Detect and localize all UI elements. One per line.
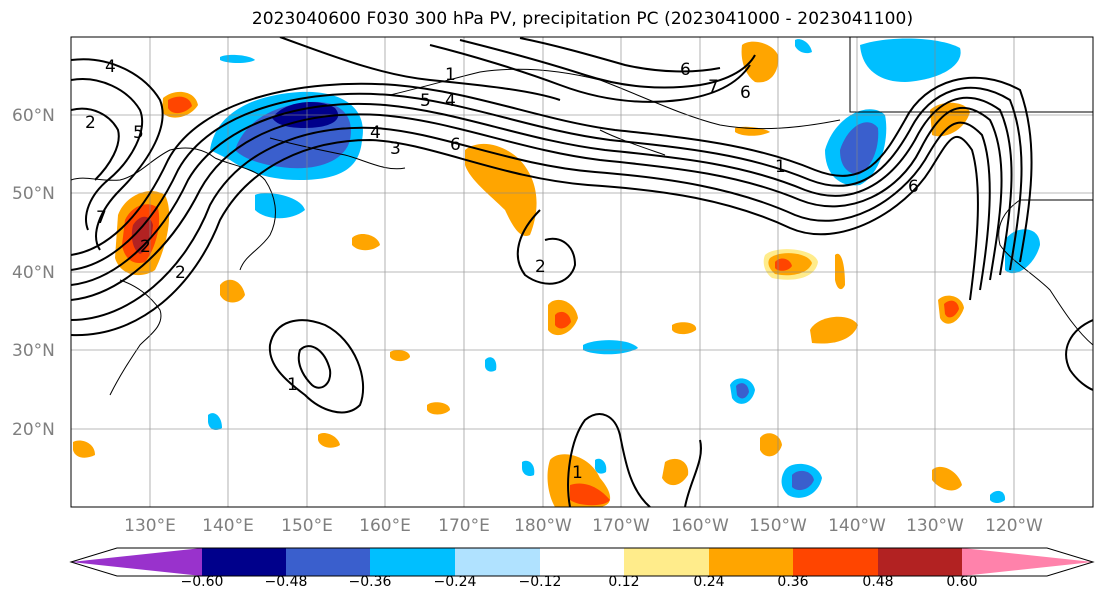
- lat-label: 60°N: [12, 106, 55, 126]
- contour-label: 6: [908, 177, 919, 197]
- colorbar-tick-label: −0.24: [434, 574, 477, 590]
- contour-label: 1: [775, 157, 786, 177]
- colorbar-segment: [709, 548, 793, 576]
- colorbar-segment: [793, 548, 878, 576]
- contour-label: 6: [450, 135, 461, 155]
- pv-contours: [71, 37, 1093, 507]
- colorbar-segment: [540, 548, 582, 576]
- lat-label: 20°N: [12, 420, 55, 440]
- lon-label: 150°W: [749, 516, 807, 536]
- lon-label: 170°E: [438, 516, 490, 536]
- lon-label: 160°W: [671, 516, 729, 536]
- contour-label: 1: [445, 65, 456, 85]
- contour-label: 1: [572, 463, 583, 483]
- contour-label: 4: [445, 91, 456, 111]
- colorbar-extend-max: [962, 548, 1093, 576]
- colorbar-segment: [370, 548, 455, 576]
- contour-label: 4: [370, 123, 381, 143]
- colorbar-tick-label: 0.12: [608, 574, 639, 590]
- map-title: 2023040600 F030 300 hPa PV, precipitatio…: [251, 9, 914, 29]
- contour-label: 5: [420, 91, 431, 111]
- colorbar-tick-label: −0.60: [181, 574, 224, 590]
- lat-label: 50°N: [12, 184, 55, 204]
- map-frame: [70, 36, 1094, 508]
- colorbar-tick-label: 0.36: [777, 574, 808, 590]
- contour-label: 3: [390, 139, 401, 159]
- lon-label: 170°W: [592, 516, 650, 536]
- lon-label: 140°E: [202, 516, 254, 536]
- colorbar-tick-label: −0.12: [519, 574, 562, 590]
- colorbar-tick-label: 0.48: [862, 574, 893, 590]
- colorbar-segment: [202, 548, 286, 576]
- colorbar-segment: [286, 548, 370, 576]
- lon-label: 140°W: [828, 516, 886, 536]
- contour-label: 5: [133, 123, 144, 143]
- contour-label: 6: [680, 60, 691, 80]
- colorbar-tick-label: 0.24: [693, 574, 724, 590]
- colorbar-segment: [455, 548, 540, 576]
- colorbar-tick-label: −0.48: [265, 574, 308, 590]
- contour-label: 6: [740, 83, 751, 103]
- contour-label: 2: [175, 263, 186, 283]
- colorbar-tick-label: 0.60: [946, 574, 977, 590]
- contour-label: 1: [287, 375, 298, 395]
- colorbar-ticks: −0.60 −0.48 −0.36 −0.24 −0.12 0.12 0.24 …: [181, 574, 978, 590]
- lon-label: 120°W: [985, 516, 1043, 536]
- lon-label: 180°W: [514, 516, 572, 536]
- graticule: [71, 37, 1093, 507]
- contour-label: 2: [140, 237, 151, 257]
- contour-labels: 4 2 5 7 2 2 1 4 5 6 4 3 6 7 6 1 6 2 1 1: [85, 57, 919, 483]
- colorbar-tick-label: −0.36: [349, 574, 392, 590]
- colorbar-segment: [878, 548, 962, 576]
- lat-axis: 60°N 50°N 40°N 30°N 20°N: [12, 106, 55, 440]
- lon-label: 130°E: [124, 516, 176, 536]
- colorbar-segment: [624, 548, 709, 576]
- lat-label: 40°N: [12, 263, 55, 283]
- lon-label: 130°W: [906, 516, 964, 536]
- lon-axis: 130°E 140°E 150°E 160°E 170°E 180°W 170°…: [124, 516, 1043, 536]
- contour-label: 2: [85, 113, 96, 133]
- contour-label: 7: [96, 208, 107, 228]
- contour-label: 2: [535, 257, 546, 277]
- lon-label: 160°E: [359, 516, 411, 536]
- colorbar-segment: [582, 548, 624, 576]
- lon-label: 150°E: [281, 516, 333, 536]
- contour-label: 7: [708, 77, 719, 97]
- colorbar: [69, 547, 1095, 577]
- contour-label: 4: [105, 57, 116, 77]
- colorbar-extend-min: [71, 548, 202, 576]
- colorbar-outline: [69, 547, 1095, 577]
- lat-label: 30°N: [12, 341, 55, 361]
